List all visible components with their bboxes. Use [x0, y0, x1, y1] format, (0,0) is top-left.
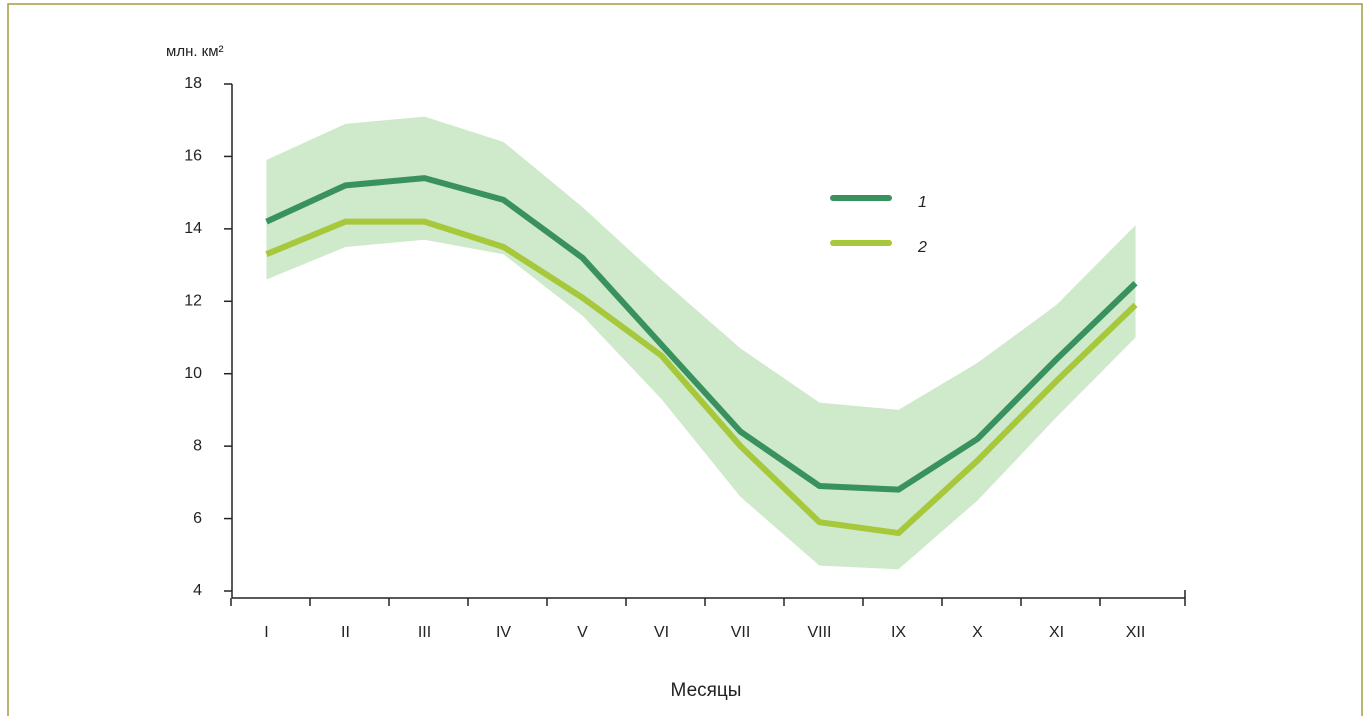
series-line	[265, 175, 1138, 493]
frame	[7, 3, 1363, 716]
y-tick-label: 10	[184, 365, 202, 382]
x-tick-label: VI	[654, 624, 669, 641]
x-tick-label: III	[418, 624, 431, 641]
series-line	[265, 218, 1138, 537]
y-tick-label: 18	[184, 75, 202, 92]
x-axis-label: Месяцы	[671, 680, 742, 701]
x-tick-label: X	[972, 624, 983, 641]
y-tick-label: 16	[184, 148, 202, 165]
legend-label: 1	[918, 194, 927, 211]
x-tick-label: VIII	[807, 624, 831, 641]
x-tick-label: IX	[891, 624, 906, 641]
x-tick-label: XII	[1126, 624, 1146, 641]
y-tick-label: 6	[193, 510, 202, 527]
x-tick-label: I	[264, 624, 268, 641]
x-tick-label: VII	[731, 624, 751, 641]
y-axis-label: млн. км²	[166, 43, 224, 60]
x-tick-label: II	[341, 624, 350, 641]
legend-label: 2	[917, 239, 927, 256]
range-band	[266, 116, 1136, 570]
x-tick-label: XI	[1049, 624, 1064, 641]
y-tick-label: 12	[184, 293, 202, 310]
y-tick-label: 4	[193, 582, 202, 599]
x-tick-label: V	[577, 624, 588, 641]
y-tick-label: 14	[184, 220, 202, 237]
y-tick-label: 8	[193, 437, 202, 454]
x-tick-label: IV	[496, 624, 511, 641]
